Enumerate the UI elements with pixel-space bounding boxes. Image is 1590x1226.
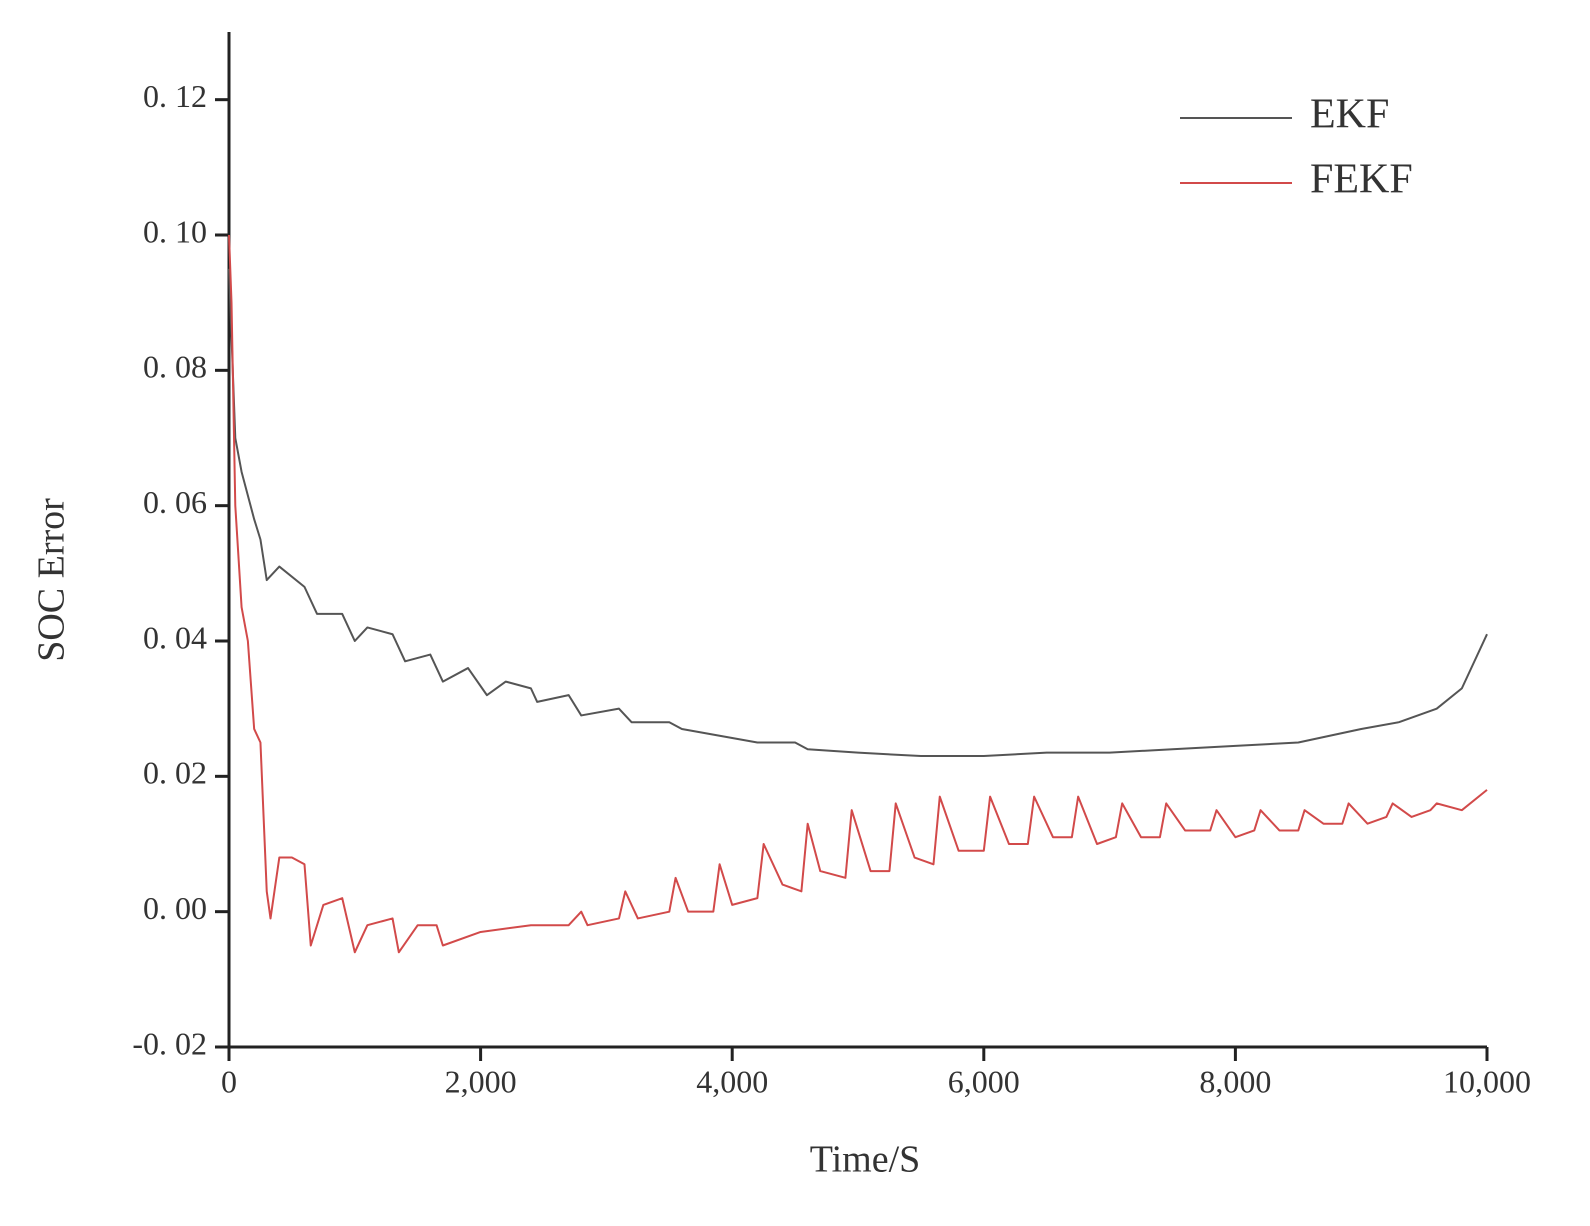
series-line — [228, 268, 1488, 758]
y-tick-label: 0. 02 — [143, 755, 207, 791]
x-tick-label: 0 — [221, 1063, 237, 1099]
legend-label: FEKF — [1310, 157, 1413, 203]
series-line — [228, 234, 1488, 954]
y-tick-label: 0. 10 — [143, 213, 207, 249]
x-tick-label: 10,000 — [1443, 1063, 1531, 1099]
y-tick-label: -0. 02 — [132, 1025, 207, 1061]
x-tick-label: 8,000 — [1199, 1063, 1271, 1099]
y-axis-title: SOC Error — [31, 498, 73, 662]
y-tick-label: 0. 08 — [143, 349, 207, 385]
legend-label: EKF — [1310, 92, 1389, 138]
y-tick-label: 0. 04 — [143, 619, 207, 655]
y-tick-label: 0. 00 — [143, 890, 207, 926]
x-axis-title: Time/S — [810, 1139, 921, 1181]
x-tick-label: 4,000 — [696, 1063, 768, 1099]
y-tick-label: 0. 12 — [143, 78, 207, 114]
x-tick-label: 6,000 — [948, 1063, 1020, 1099]
y-tick-label: 0. 06 — [143, 484, 207, 520]
x-tick-label: 2,000 — [445, 1063, 517, 1099]
